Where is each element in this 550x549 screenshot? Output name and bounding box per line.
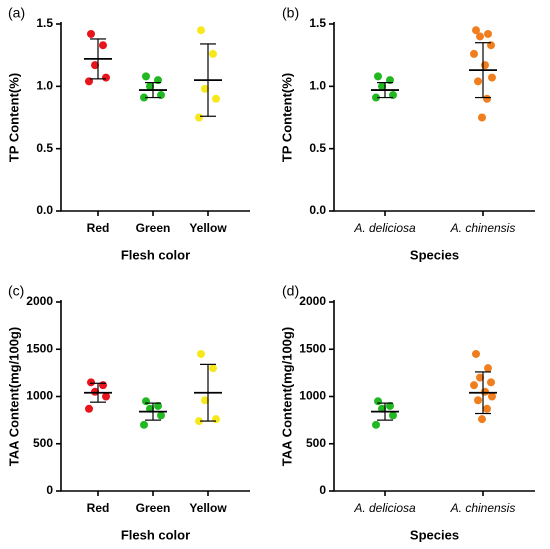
y-tick-label: 1500	[299, 341, 326, 355]
x-axis-label: Species	[410, 527, 459, 542]
y-tick-label: 0.5	[309, 141, 326, 155]
x-axis-label: Flesh color	[121, 527, 190, 542]
axes	[333, 22, 535, 212]
x-axis-label: Species	[410, 247, 459, 262]
data-point	[212, 94, 220, 103]
y-tick-label: 500	[33, 436, 53, 450]
data-point	[195, 113, 203, 122]
y-axis-label: TP Content(%)	[6, 73, 21, 162]
data-point	[142, 397, 150, 406]
panel-label: (a)	[8, 5, 25, 21]
data-point	[488, 73, 496, 82]
axes	[60, 22, 250, 212]
y-axis-label: TAA Content(mg/100g)	[279, 327, 294, 466]
data-point	[212, 415, 220, 424]
data-point	[488, 392, 496, 401]
data-point	[483, 404, 491, 413]
data-point	[102, 392, 110, 401]
data-point	[374, 72, 382, 81]
x-tick-label: Yellow	[189, 501, 227, 515]
data-point	[481, 61, 489, 70]
x-tick-label: Red	[87, 221, 110, 235]
data-point	[146, 82, 154, 91]
x-tick-label: Red	[87, 501, 110, 515]
data-point	[85, 404, 93, 413]
data-point	[484, 29, 492, 38]
data-point	[374, 397, 382, 406]
y-tick-label: 500	[306, 436, 326, 450]
y-axis-label: TAA Content(mg/100g)	[6, 327, 21, 466]
data-point	[99, 381, 107, 390]
x-tick-label: A. chinensis	[450, 501, 516, 515]
x-tick-label: A. deliciosa	[353, 501, 416, 515]
y-tick-label: 0.5	[36, 141, 53, 155]
y-tick-label: 1.0	[36, 79, 53, 93]
data-point	[91, 61, 99, 70]
data-point	[386, 401, 394, 410]
y-tick-label: 2000	[26, 294, 53, 308]
data-point	[157, 411, 165, 420]
data-point	[476, 373, 484, 382]
data-point	[372, 93, 380, 102]
data-point	[478, 113, 486, 122]
y-tick-label: 1000	[26, 389, 53, 403]
data-point	[483, 94, 491, 103]
panel-label: (b)	[282, 5, 299, 21]
data-point	[140, 93, 148, 102]
x-tick-label: A. deliciosa	[353, 221, 416, 235]
data-point	[472, 26, 480, 35]
data-point	[474, 396, 482, 405]
data-point	[201, 84, 209, 93]
data-point	[472, 349, 480, 358]
data-point	[484, 364, 492, 373]
y-tick-label: 1.5	[309, 16, 326, 30]
panel-label: (d)	[282, 283, 299, 299]
data-point	[91, 387, 99, 396]
data-point	[154, 401, 162, 410]
y-tick-label: 0.0	[309, 203, 326, 217]
x-tick-label: A. chinensis	[450, 221, 516, 235]
data-point	[140, 420, 148, 429]
y-tick-label: 0	[46, 483, 53, 497]
data-point	[209, 364, 217, 373]
data-point	[195, 417, 203, 426]
data-point	[372, 420, 380, 429]
data-point	[99, 41, 107, 50]
data-point	[102, 73, 110, 82]
x-tick-label: Green	[136, 501, 171, 515]
data-point	[142, 72, 150, 81]
data-point	[474, 77, 482, 86]
y-tick-label: 1000	[299, 389, 326, 403]
data-point	[209, 49, 217, 58]
data-point	[201, 396, 209, 405]
data-point	[197, 26, 205, 35]
x-axis-label: Flesh color	[121, 247, 190, 262]
y-tick-label: 0	[319, 483, 326, 497]
data-point	[389, 411, 397, 420]
data-point	[87, 378, 95, 387]
y-tick-label: 2000	[299, 294, 326, 308]
data-point	[470, 381, 478, 390]
data-point	[470, 49, 478, 58]
axes	[333, 300, 535, 492]
y-axis-label: TP Content(%)	[279, 73, 294, 162]
y-tick-label: 1.5	[36, 16, 53, 30]
y-tick-label: 1500	[26, 341, 53, 355]
data-point	[476, 32, 484, 41]
axes	[60, 300, 250, 492]
y-tick-label: 1.0	[309, 79, 326, 93]
x-tick-label: Yellow	[189, 221, 227, 235]
x-tick-label: Green	[136, 221, 171, 235]
panel-label: (c)	[8, 283, 24, 299]
data-point	[478, 415, 486, 424]
data-point	[378, 82, 386, 91]
data-point	[481, 387, 489, 396]
data-point	[87, 29, 95, 38]
data-point	[197, 349, 205, 358]
data-point	[487, 378, 495, 387]
y-tick-label: 0.0	[36, 203, 53, 217]
